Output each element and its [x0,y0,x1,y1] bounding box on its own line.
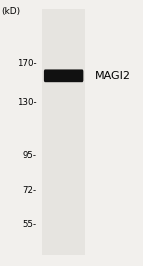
FancyBboxPatch shape [44,69,83,82]
Text: 55-: 55- [22,220,36,229]
FancyBboxPatch shape [42,9,85,255]
Text: 72-: 72- [22,186,36,195]
Text: 95-: 95- [22,151,36,160]
Text: 170-: 170- [17,59,36,68]
Text: MAGI2: MAGI2 [95,71,131,81]
Text: 130-: 130- [17,98,36,107]
Text: (kD): (kD) [1,7,21,16]
